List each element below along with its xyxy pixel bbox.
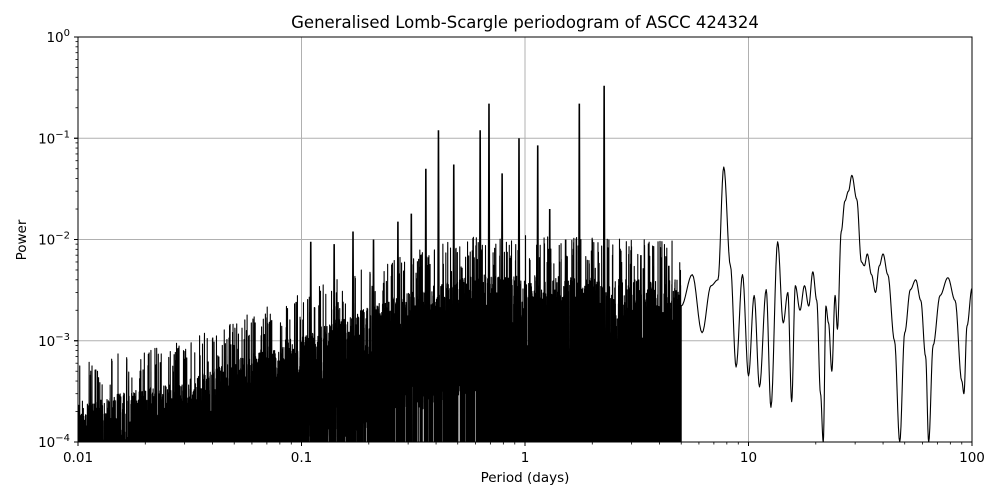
peak-spike [309,241,313,442]
peak-spike [424,168,428,442]
y-tick-label: 10−2 [38,231,70,249]
periodogram-line [78,85,972,442]
x-tick-label: 10 [740,450,757,466]
x-axis-label: Period (days) [481,470,570,486]
peak-spike [478,130,482,442]
peak-spike [602,85,606,442]
x-tick-label: 0.01 [63,450,93,466]
x-tick-label: 1 [521,450,530,466]
peak-spike [452,164,456,442]
y-axis-label: Power [14,219,30,260]
x-tick-label: 0.1 [291,450,312,466]
peak-spike [619,261,624,442]
y-tick-label: 10−4 [38,433,70,451]
peak-spike [517,138,521,442]
peak-spike [548,209,552,442]
y-axis-tick-labels: 10−4 10−3 10−2 10−1 100 [38,28,70,451]
peak-spike [500,173,504,442]
axis-ticks [74,36,973,446]
x-tick-label: 100 [959,450,985,466]
peak-spike [590,239,594,442]
peak-spike [577,103,581,442]
x-axis-tick-labels: 0.01 0.1 1 10 100 [63,450,985,466]
chart-title: Generalised Lomb-Scargle periodogram of … [291,13,759,32]
peak-spike [409,213,413,442]
peak-spike [332,244,336,442]
peak-spike [436,130,441,442]
peak-spike [667,265,671,442]
peak-spike [396,221,400,442]
y-tick-label: 10−3 [38,332,70,350]
peak-spike [564,239,568,442]
peak-spike [536,145,540,442]
y-tick-label: 10−1 [38,129,70,147]
peak-spike [351,231,355,442]
peak-spike [487,103,491,442]
y-tick-label: 100 [46,28,70,46]
peak-spike [371,239,376,442]
peak-spike [639,255,643,442]
